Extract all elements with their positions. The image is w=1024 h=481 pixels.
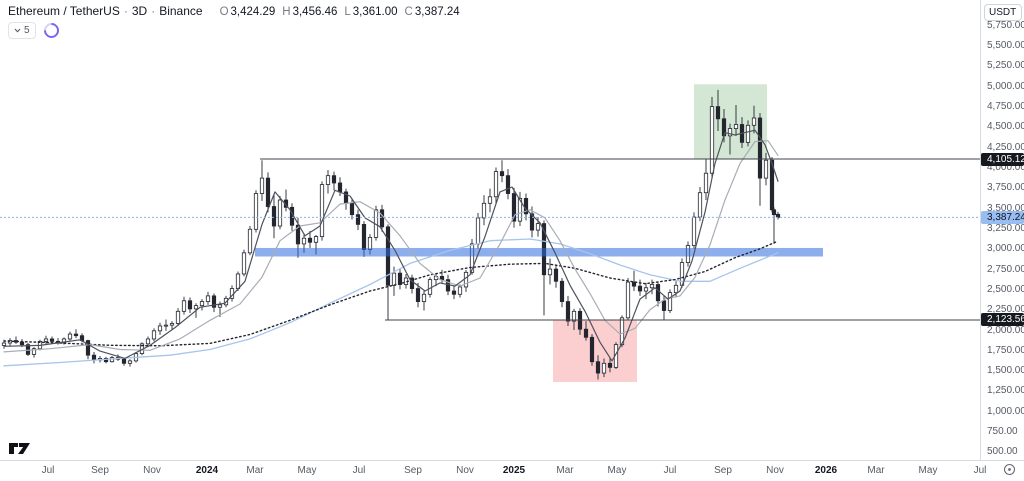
legend-tools-row: 5 [8,19,460,42]
price-tick: 3,250.00 [987,222,1024,234]
time-tick: Nov [766,465,784,476]
time-tick: Mar [867,465,885,476]
open-label: O [219,6,229,18]
time-tick: Sep [404,465,422,476]
price-tick: 3,750.00 [987,182,1024,194]
candles [1,89,781,380]
ma-medium-gray [3,140,779,353]
symbol-title-row: Ethereum / TetherUS · 3D · Binance O 3,424.29 H… [8,4,460,18]
low-label: L [344,6,351,18]
time-tick: Jul [663,465,677,476]
currency-label: USDT [989,7,1017,18]
time-tick: Jul [41,465,55,476]
loading-icon [40,19,62,42]
time-tick: Sep [91,465,109,476]
ma-long-dotted [3,240,779,347]
time-tick: 2024 [195,465,219,476]
price-tick: 4,750.00 [987,101,1024,113]
time-tick: Mar [246,465,264,476]
price-tick: 5,500.00 [987,40,1024,52]
time-tick: Nov [456,465,474,476]
price-tick: 1,000.00 [987,405,1024,417]
resistance-price-label[interactable]: 4,105.12 [981,152,1024,166]
time-tick: May [918,465,938,476]
price-tick: 1,500.00 [987,365,1024,377]
price-chart[interactable] [0,0,980,460]
price-tick: 1,250.00 [987,385,1024,397]
close-value: 3,387.24 [414,6,460,18]
price-tick: 4,000.00 [987,162,1024,174]
high-label: H [282,6,291,18]
price-tick: 5,750.00 [987,19,1024,31]
time-tick: Jul [973,465,987,476]
blue-support-band[interactable] [255,247,823,257]
ma-fast-dark [3,129,779,362]
price-tick: 4,250.00 [987,141,1024,153]
separator: · [123,4,128,18]
timeframe-label[interactable]: 3D [131,4,148,18]
separator: · [151,4,156,18]
indicators-count: 5 [24,25,30,36]
price-tick: 4,500.00 [987,121,1024,133]
low-value: 3,361.00 [352,6,398,18]
price-tick: 2,250.00 [987,304,1024,316]
time-tick: May [607,465,627,476]
support-price-label[interactable]: 2,123.56 [981,313,1024,327]
red-demand-zone[interactable] [553,319,637,382]
tradingview-logo[interactable] [8,441,34,461]
close-label: C [404,6,413,18]
exchange-label[interactable]: Binance [159,4,203,18]
price-tick: 5,000.00 [987,80,1024,92]
price-tick: 5,250.00 [987,60,1024,72]
ohlc-legend: O 3,424.29 H 3,456.46 L 3,361.00 C 3,387.24 [213,6,460,18]
time-tick: Mar [556,465,574,476]
time-tick: Jul [352,465,366,476]
current-price-label[interactable]: 3,387.24 [981,210,1024,224]
high-value: 3,456.46 [292,6,338,18]
price-tick: 3,500.00 [987,202,1024,214]
time-tick: Nov [143,465,161,476]
price-tick: 500.00 [987,446,1018,458]
indicators-count-button[interactable]: 5 [8,22,36,39]
price-tick: 2,750.00 [987,263,1024,275]
candlestick-chart-canvas[interactable] [0,0,980,460]
price-tick: 1,750.00 [987,344,1024,356]
time-axis-settings-icon[interactable] [1003,463,1016,476]
open-value: 3,424.29 [230,6,276,18]
chevron-down-icon [1016,12,1017,13]
price-axis[interactable]: USDT 5,750.00 5,500.00 5,250.00 5,000.00 4,7… [980,0,1024,460]
price-tick: 2,500.00 [987,283,1024,295]
time-tick: 2025 [502,465,526,476]
chart-legend: Ethereum / TetherUS · 3D · Binance O 3,424.29 H… [8,4,460,42]
price-tick: 2,000.00 [987,324,1024,336]
price-tick: 750.00 [987,426,1018,438]
time-tick: May [297,465,317,476]
time-tick: 2026 [814,465,838,476]
currency-button[interactable]: USDT [984,4,1022,21]
chevron-down-icon [14,28,21,33]
ma-slow-blue [3,238,779,367]
symbol-title[interactable]: Ethereum / TetherUS [8,4,120,18]
time-tick: Sep [714,465,732,476]
price-tick: 3,000.00 [987,243,1024,255]
time-axis[interactable]: Jul Sep Nov 2024 Mar May Jul Sep Nov 2025 Mar May Ju… [0,460,1024,479]
